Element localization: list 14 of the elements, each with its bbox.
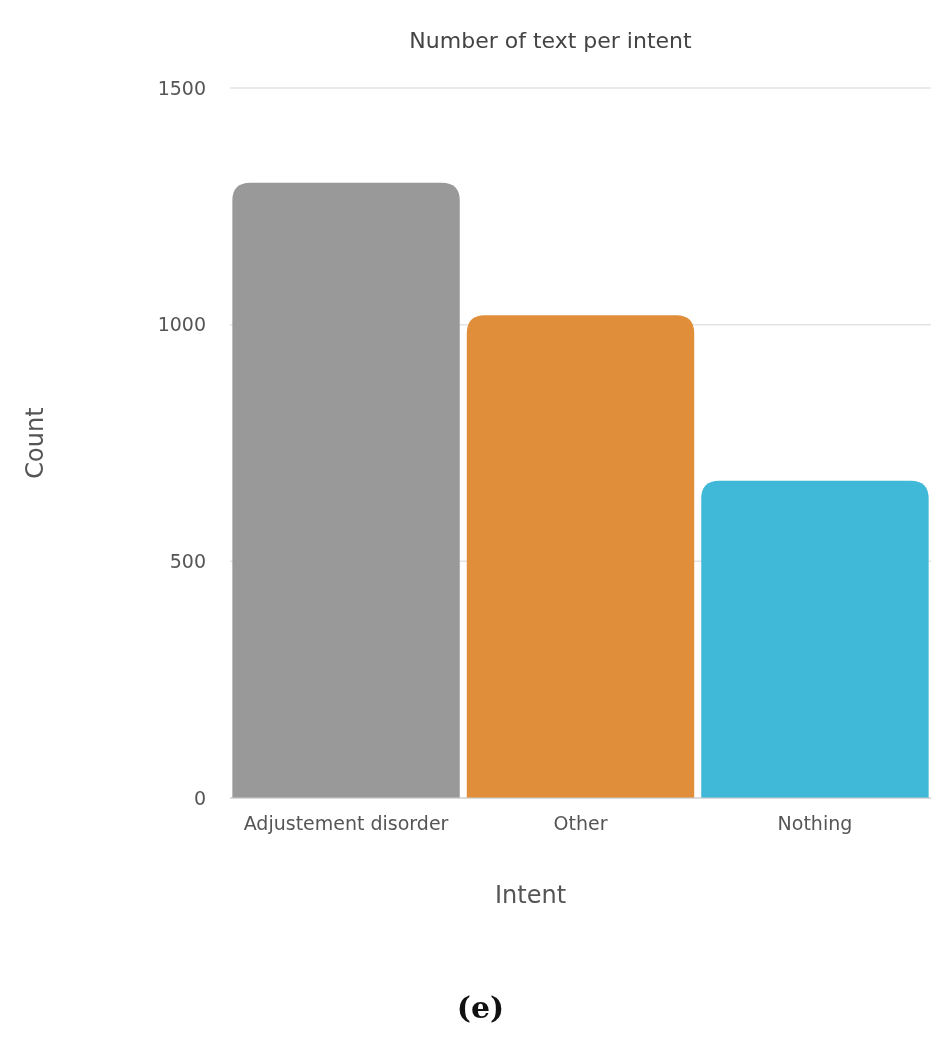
y-tick-label: 500 [169, 549, 206, 572]
x-tick-label: Other [553, 812, 608, 834]
chart-title: Number of text per intent [409, 28, 693, 53]
bar [701, 480, 929, 798]
text: (e) [456, 990, 505, 1025]
y-tick-label: 0 [193, 786, 206, 809]
y-axis-title: Count [21, 407, 49, 479]
x-axis-title: Intent [494, 881, 567, 909]
x-tick-label: Adjustement disorder [243, 812, 449, 834]
y-tick-label: 1500 [157, 76, 206, 99]
y-tick-label: 1000 [157, 313, 206, 336]
bar [232, 182, 460, 798]
x-tick-label: Nothing [777, 812, 853, 834]
bar [466, 315, 695, 798]
